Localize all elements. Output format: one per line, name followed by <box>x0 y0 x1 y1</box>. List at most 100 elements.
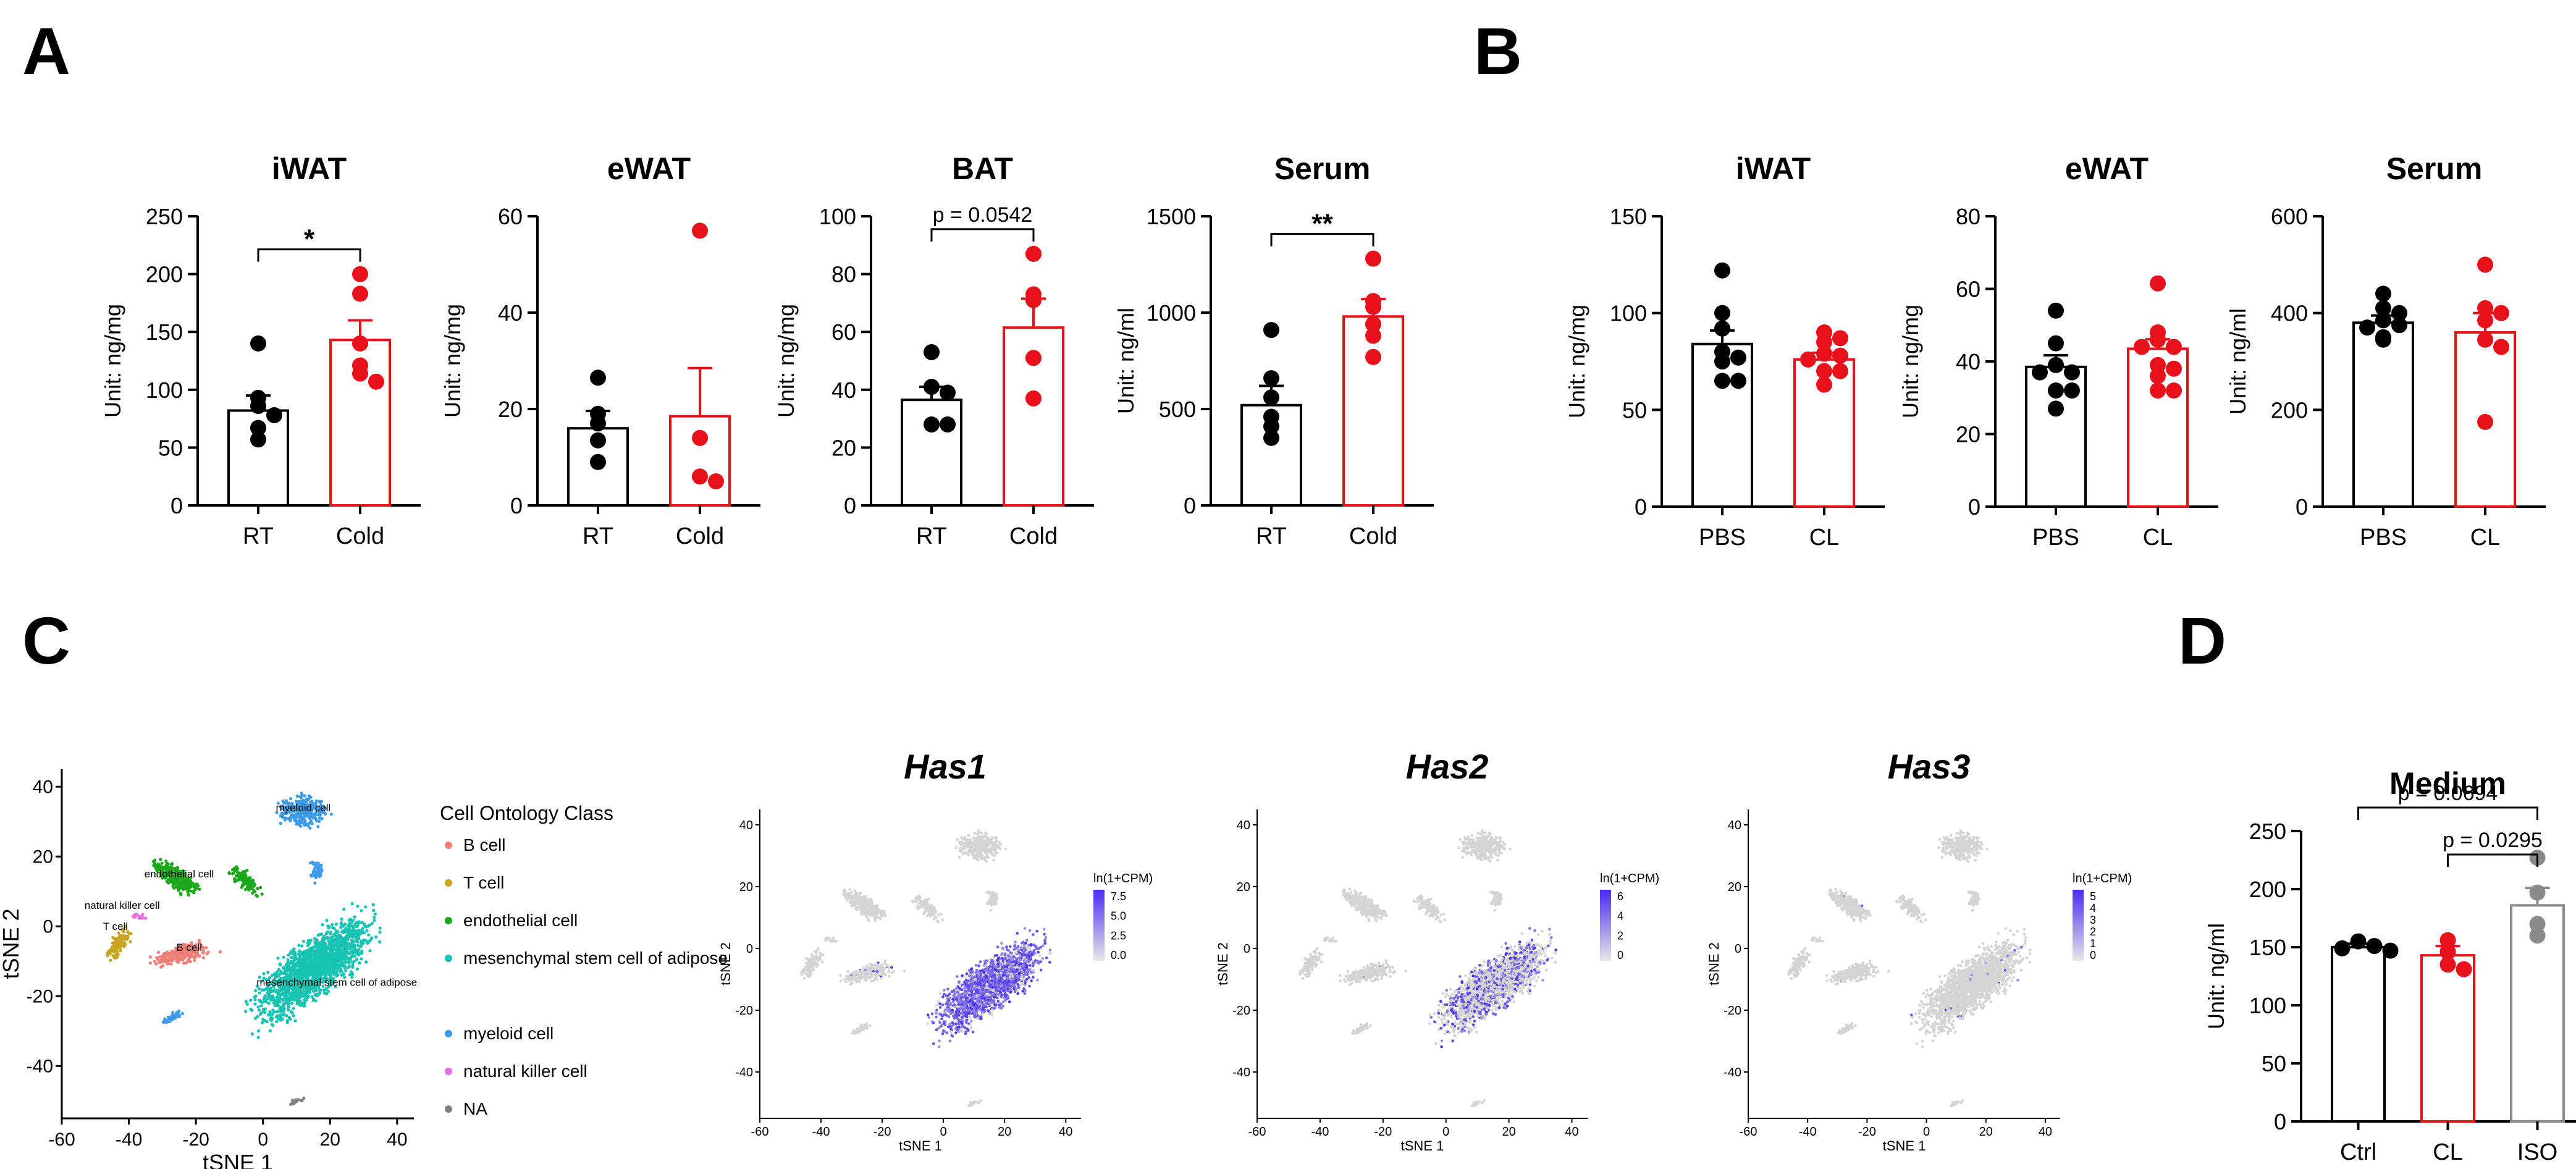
scatter-point <box>292 962 296 966</box>
scatter-point <box>1032 933 1035 936</box>
scatter-point <box>941 1032 945 1036</box>
y-tick-label: 20 <box>498 397 523 422</box>
scatter-point <box>968 993 971 997</box>
scatter-point <box>335 940 339 943</box>
scatter-point <box>258 991 261 995</box>
scatter-point <box>316 945 320 949</box>
data-point <box>1025 292 1042 308</box>
scatter-point <box>947 998 951 1002</box>
scatter-point <box>327 985 330 989</box>
scatter-points <box>800 829 1052 1108</box>
scatter-point <box>250 1032 254 1036</box>
bar <box>669 415 731 507</box>
scatter-point <box>262 972 266 976</box>
scatter-point <box>328 951 332 955</box>
scatter-point <box>1005 979 1009 983</box>
scatter-point <box>332 958 335 962</box>
scatter-point <box>316 825 320 829</box>
data-point <box>2529 916 2546 932</box>
scatter-point <box>1022 964 1025 968</box>
scatter-point <box>343 976 347 979</box>
y-tick-label: 0 <box>844 493 856 518</box>
scatter-point <box>187 892 190 897</box>
scatter-point <box>1048 952 1052 955</box>
scatter-point <box>318 964 321 968</box>
scatter-point <box>1021 970 1024 974</box>
y-tick-label: 0 <box>43 916 53 937</box>
y-tick-label: -20 <box>735 1004 753 1018</box>
data-point <box>940 384 956 401</box>
scatter-point <box>1021 982 1024 985</box>
scatter-point <box>357 920 361 924</box>
cluster-label: endothelial cell <box>145 868 214 880</box>
scatter-point <box>1003 995 1007 998</box>
scatter-point <box>299 824 303 828</box>
scatter-point <box>938 1039 941 1043</box>
scatter-point <box>330 939 335 942</box>
y-axis-label: Unit: ng/ml <box>2225 308 2250 415</box>
y-tick-label: 20 <box>1956 422 1980 447</box>
scatter-point <box>275 1010 279 1013</box>
scatter-point <box>360 921 364 924</box>
legend-label: endothelial cell <box>463 911 578 930</box>
scatter-point <box>269 998 273 1002</box>
scatter-point <box>937 1026 940 1030</box>
scatter-point <box>991 1008 994 1011</box>
scatter-point <box>1008 1000 1011 1003</box>
scatter-point <box>106 954 109 958</box>
scatter-point <box>290 965 294 969</box>
scatter-point <box>319 953 324 956</box>
scatter-point <box>1010 973 1013 976</box>
scatter-point <box>1037 951 1040 954</box>
scatter-point <box>997 987 1000 991</box>
scatter-point <box>343 969 348 973</box>
scatter-point <box>1024 960 1027 963</box>
scatter-point <box>942 989 946 992</box>
scatter-point <box>285 973 289 976</box>
scatter-point <box>329 936 333 940</box>
scatter-point <box>309 965 313 969</box>
scatter-point <box>356 905 360 908</box>
scatter-point <box>977 982 980 985</box>
data-point <box>2150 331 2166 348</box>
scatter-point <box>346 938 350 942</box>
scatter-point <box>286 958 290 962</box>
scatter-point <box>324 955 328 959</box>
scatter-point <box>303 958 306 961</box>
data-point <box>2477 331 2493 348</box>
scatter-point <box>1019 958 1022 962</box>
scatter-point <box>362 931 366 935</box>
scatter-point <box>321 923 324 927</box>
scatter-point <box>314 994 319 998</box>
scatter-point <box>960 988 964 992</box>
scatter-point <box>262 976 266 980</box>
scatter-point <box>286 960 290 964</box>
scatter-point <box>261 1007 266 1011</box>
scatter-point <box>280 1017 284 1021</box>
data-point <box>590 415 606 432</box>
scatter-point <box>950 1034 953 1037</box>
scatter-point <box>319 940 322 944</box>
scatter-point <box>170 862 174 866</box>
scatter-point <box>981 1013 984 1016</box>
scatter-point <box>1000 987 1003 990</box>
scatter-point <box>282 955 285 959</box>
scatter-point <box>992 965 996 968</box>
scatter-point <box>1035 929 1038 933</box>
data-point <box>2134 339 2150 355</box>
scatter-point <box>948 1007 951 1011</box>
scatter-point <box>251 891 255 895</box>
scatter-point <box>292 972 296 976</box>
scatter-point <box>977 964 980 968</box>
scatter-point <box>356 967 360 971</box>
scatter-point <box>293 998 297 1002</box>
scatter-point <box>196 884 200 888</box>
scatter-point <box>118 946 122 950</box>
scatter-point <box>250 886 254 890</box>
data-point <box>2359 319 2375 336</box>
scatter-point <box>969 1010 973 1013</box>
x-tick-label: 40 <box>1059 1125 1072 1139</box>
scatter-point <box>327 990 330 994</box>
scatter-point <box>943 1023 947 1026</box>
